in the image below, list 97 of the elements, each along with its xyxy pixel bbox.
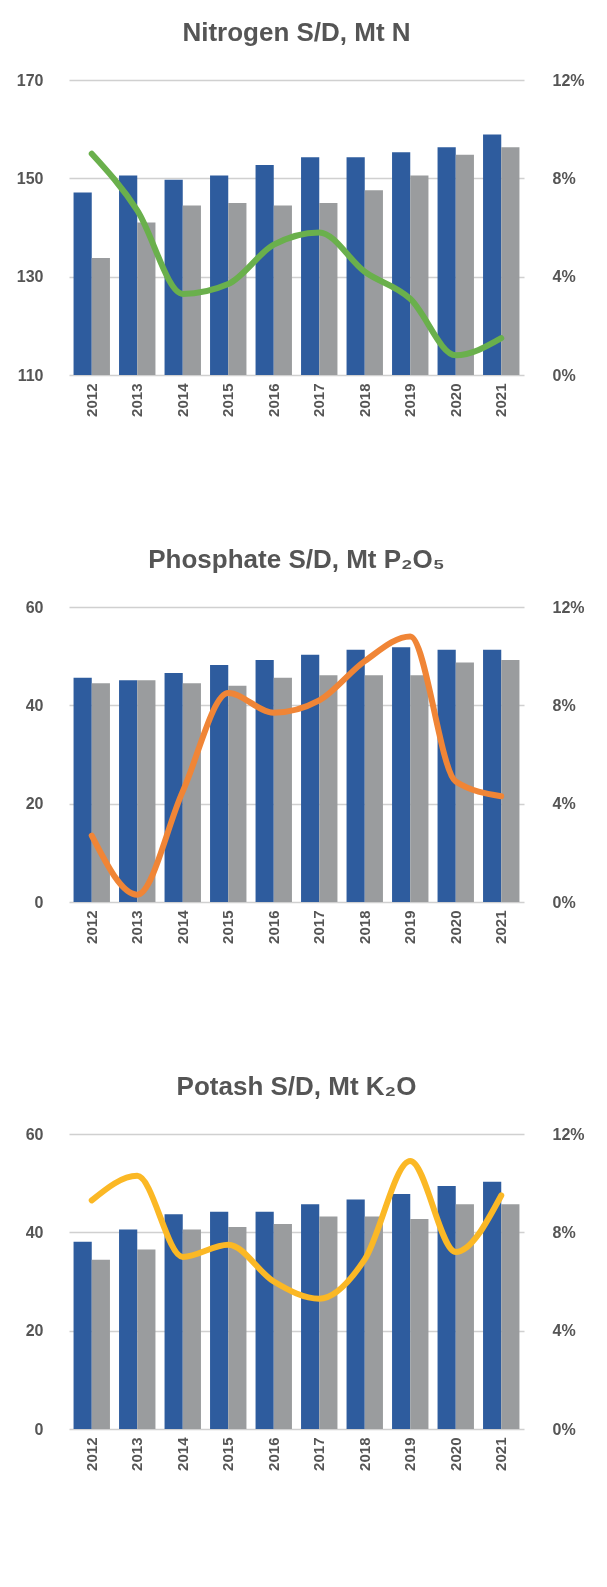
bar (301, 654, 320, 902)
bar (455, 662, 474, 902)
bar (410, 1219, 429, 1429)
bar (437, 649, 456, 902)
x-tick-label: 2019 (401, 383, 419, 417)
bar (301, 1204, 320, 1429)
y-tick-label: 0 (34, 893, 44, 911)
bar (182, 683, 201, 902)
x-tick-label: 2012 (82, 1437, 100, 1471)
bar (210, 665, 229, 902)
y-tick-label: 20 (25, 1322, 44, 1340)
y-tick-label: 60 (25, 1125, 44, 1143)
x-tick-label: 2021 (492, 383, 510, 417)
y-tick-label: 150 (16, 169, 44, 187)
y2-tick-label: 0% (552, 366, 576, 384)
x-tick-label: 2018 (355, 383, 373, 417)
bar (73, 1241, 92, 1429)
bar (483, 649, 502, 902)
y2-tick-label: 0% (552, 1420, 576, 1438)
x-tick-label: 2020 (446, 1437, 464, 1471)
y2-tick-label: 4% (552, 795, 576, 813)
bar (164, 672, 183, 902)
bar (455, 1204, 474, 1429)
x-tick-label: 2014 (173, 382, 191, 417)
bar (182, 1229, 201, 1429)
chart-title: Phosphate S/D, Mt P₂O₅ (148, 544, 445, 574)
bar (137, 680, 156, 902)
y2-tick-label: 4% (552, 268, 576, 286)
bar (137, 1249, 156, 1429)
x-tick-label: 2020 (446, 383, 464, 417)
x-tick-label: 2013 (128, 910, 146, 944)
y2-tick-label: 8% (552, 1223, 576, 1241)
bar (392, 1193, 411, 1429)
x-tick-label: 2015 (219, 910, 237, 944)
bar (91, 683, 110, 902)
y2-tick-label: 12% (552, 1125, 585, 1143)
x-tick-label: 2017 (310, 910, 328, 944)
y2-tick-label: 8% (552, 169, 576, 187)
y-tick-label: 40 (25, 1223, 44, 1241)
bar (255, 660, 274, 902)
x-tick-label: 2012 (82, 383, 100, 417)
x-tick-label: 2013 (128, 383, 146, 417)
x-tick-label: 2016 (264, 910, 282, 944)
x-tick-label: 2014 (173, 909, 191, 944)
x-tick-label: 2017 (310, 383, 328, 417)
x-tick-label: 2015 (219, 1437, 237, 1471)
x-tick-label: 2013 (128, 1437, 146, 1471)
x-tick-label: 2019 (401, 1437, 419, 1471)
bar (319, 675, 338, 902)
y2-tick-label: 8% (552, 696, 576, 714)
y-tick-label: 40 (25, 696, 44, 714)
x-tick-label: 2014 (173, 1436, 191, 1471)
bar (501, 1204, 520, 1429)
x-tick-label: 2016 (264, 383, 282, 417)
x-tick-label: 2020 (446, 910, 464, 944)
x-tick-label: 2016 (264, 1437, 282, 1471)
bar (364, 675, 383, 902)
bar (273, 1223, 292, 1429)
bar (501, 660, 520, 902)
x-tick-label: 2021 (492, 910, 510, 944)
x-tick-label: 2012 (82, 910, 100, 944)
bar (273, 677, 292, 902)
y-tick-label: 170 (16, 71, 44, 89)
bar (346, 649, 365, 902)
y2-tick-label: 4% (552, 1322, 576, 1340)
x-tick-label: 2015 (219, 383, 237, 417)
y2-tick-label: 12% (552, 598, 585, 616)
bar (255, 1211, 274, 1429)
bar (410, 675, 429, 902)
bar (437, 1186, 456, 1429)
chart-title: Potash S/D, Mt K₂O (176, 1071, 417, 1101)
x-tick-label: 2021 (492, 1437, 510, 1471)
bar (73, 677, 92, 902)
y-tick-label: 110 (17, 366, 44, 384)
x-tick-label: 2017 (310, 1437, 328, 1471)
bar (483, 1181, 502, 1429)
bar (364, 1216, 383, 1429)
y2-tick-label: 12% (552, 71, 585, 89)
bar (319, 1216, 338, 1429)
bar (210, 1211, 229, 1429)
x-tick-label: 2018 (355, 910, 373, 944)
y-tick-label: 130 (16, 268, 44, 286)
y-tick-label: 0 (34, 1420, 44, 1438)
x-tick-label: 2019 (401, 910, 419, 944)
bar (228, 685, 247, 902)
bar (392, 647, 411, 902)
bar (119, 1229, 138, 1429)
bar (228, 1226, 247, 1429)
x-tick-label: 2018 (355, 1437, 373, 1471)
bar (119, 680, 138, 902)
y-tick-label: 60 (25, 598, 44, 616)
bar (164, 1214, 183, 1429)
bar (346, 1199, 365, 1429)
chart-title: Nitrogen S/D, Mt N (182, 17, 411, 47)
y-tick-label: 20 (25, 795, 44, 813)
bar (91, 1259, 110, 1429)
y2-tick-label: 0% (552, 893, 576, 911)
